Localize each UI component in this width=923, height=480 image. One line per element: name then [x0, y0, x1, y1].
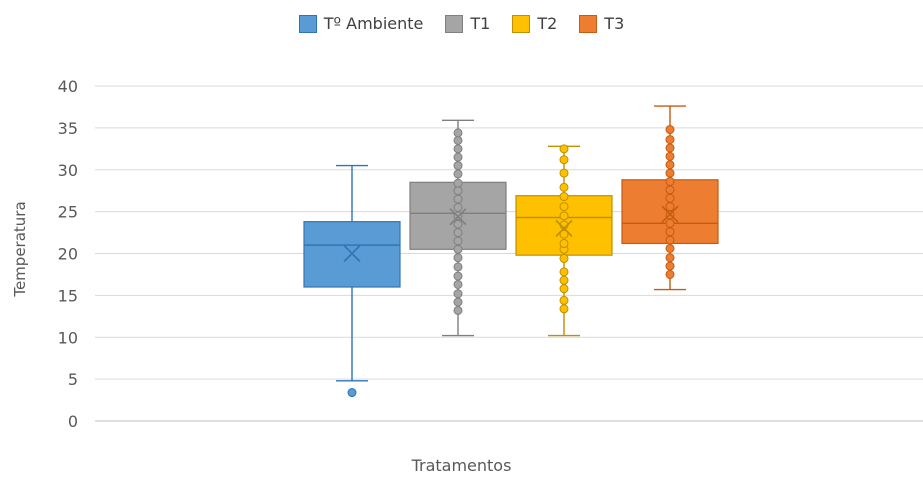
y-tick-label-20: 20 [58, 245, 78, 264]
legend-item-t2: T2 [512, 14, 557, 33]
y-tick-label-5: 5 [68, 370, 78, 389]
series-0-mean-marker-b [343, 244, 361, 263]
series-3-mean-marker-b [661, 205, 679, 223]
series-1-point-14 [453, 186, 463, 196]
series-3-point-17 [665, 125, 675, 135]
series-1-point-15 [453, 178, 463, 188]
series-1-point-5 [453, 262, 463, 272]
series-3-point-16 [665, 135, 675, 145]
series-1-point-13 [453, 194, 463, 204]
series-2-point-14 [559, 168, 569, 178]
y-tick-label-15: 15 [58, 286, 78, 305]
series-1-point-19 [453, 144, 463, 154]
legend-label-t3: T3 [604, 14, 625, 33]
series-3-point-8 [665, 202, 675, 212]
series-1-point-3 [453, 279, 463, 289]
series-1-point-9 [453, 228, 463, 238]
series-2-point-8 [559, 229, 569, 239]
series-2-point-3 [559, 275, 569, 285]
series-2-point-11 [559, 202, 569, 212]
series-3-point-15 [665, 143, 675, 153]
series-3-point-6 [665, 218, 675, 228]
series-1-point-1 [453, 297, 463, 307]
series-0-point-0 [347, 388, 357, 398]
series-3-point-4 [665, 235, 675, 245]
series-1-mean-marker-b [449, 208, 467, 226]
series-2-mean-marker-b [555, 219, 573, 237]
series-2-point-5 [559, 254, 569, 264]
legend: Tº Ambiente T1 T2 T3 [0, 14, 923, 33]
legend-item-t1: T1 [445, 14, 490, 33]
series-3-point-3 [665, 243, 675, 253]
y-tick-label-10: 10 [58, 328, 78, 347]
series-2-point-4 [559, 267, 569, 277]
series-3-point-10 [665, 185, 675, 195]
y-tick-label-0: 0 [68, 412, 78, 431]
series-1-point-8 [453, 236, 463, 246]
series-2-point-15 [559, 155, 569, 165]
series-1-point-6 [453, 253, 463, 263]
y-tick-label-25: 25 [58, 203, 78, 222]
series-3-point-11 [665, 176, 675, 186]
series-1-point-4 [453, 271, 463, 281]
series-1-point-2 [453, 289, 463, 299]
series-2-point-0 [559, 304, 569, 314]
series-3-point-5 [665, 227, 675, 237]
legend-label-t2: T2 [537, 14, 558, 33]
series-1-point-10 [453, 219, 463, 229]
legend-label-t1: T1 [470, 14, 491, 33]
series-2-point-10 [559, 211, 569, 221]
legend-label-t-ambiente: Tº Ambiente [323, 14, 424, 33]
series-3-point-12 [665, 168, 675, 178]
y-tick-label-30: 30 [58, 161, 78, 180]
series-1-point-21 [453, 128, 463, 138]
series-2-point-1 [559, 295, 569, 305]
series-1-point-17 [453, 161, 463, 171]
legend-item-t3: T3 [579, 14, 624, 33]
series-3-point-9 [665, 193, 675, 203]
series-2-point-2 [559, 284, 569, 294]
legend-swatch-t1 [445, 14, 464, 33]
y-axis-label: Temperatura [11, 201, 29, 297]
series-3-point-1 [665, 261, 675, 271]
series-1-point-18 [453, 152, 463, 162]
series-3-point-14 [665, 151, 675, 161]
series-1-point-0 [453, 305, 463, 315]
series-2-point-16 [559, 144, 569, 154]
series-1-point-7 [453, 244, 463, 254]
y-tick-label-35: 35 [58, 119, 78, 138]
series-1-point-20 [453, 135, 463, 145]
legend-swatch-t2 [512, 14, 531, 33]
series-3-point-2 [665, 253, 675, 263]
y-tick-label-40: 40 [58, 77, 78, 96]
series-2-point-12 [559, 192, 569, 202]
x-axis-label: Tratamentos [411, 456, 512, 475]
series-2-point-13 [559, 182, 569, 192]
legend-item-t-ambiente: Tº Ambiente [298, 14, 424, 33]
series-1-point-12 [453, 202, 463, 212]
series-3-point-0 [665, 269, 675, 279]
series-3-point-13 [665, 160, 675, 170]
series-0-box [303, 221, 401, 288]
series-1-point-16 [453, 169, 463, 179]
legend-swatch-t3 [579, 14, 598, 33]
series-2-point-7 [559, 238, 569, 248]
legend-swatch-t-ambiente [298, 14, 317, 33]
